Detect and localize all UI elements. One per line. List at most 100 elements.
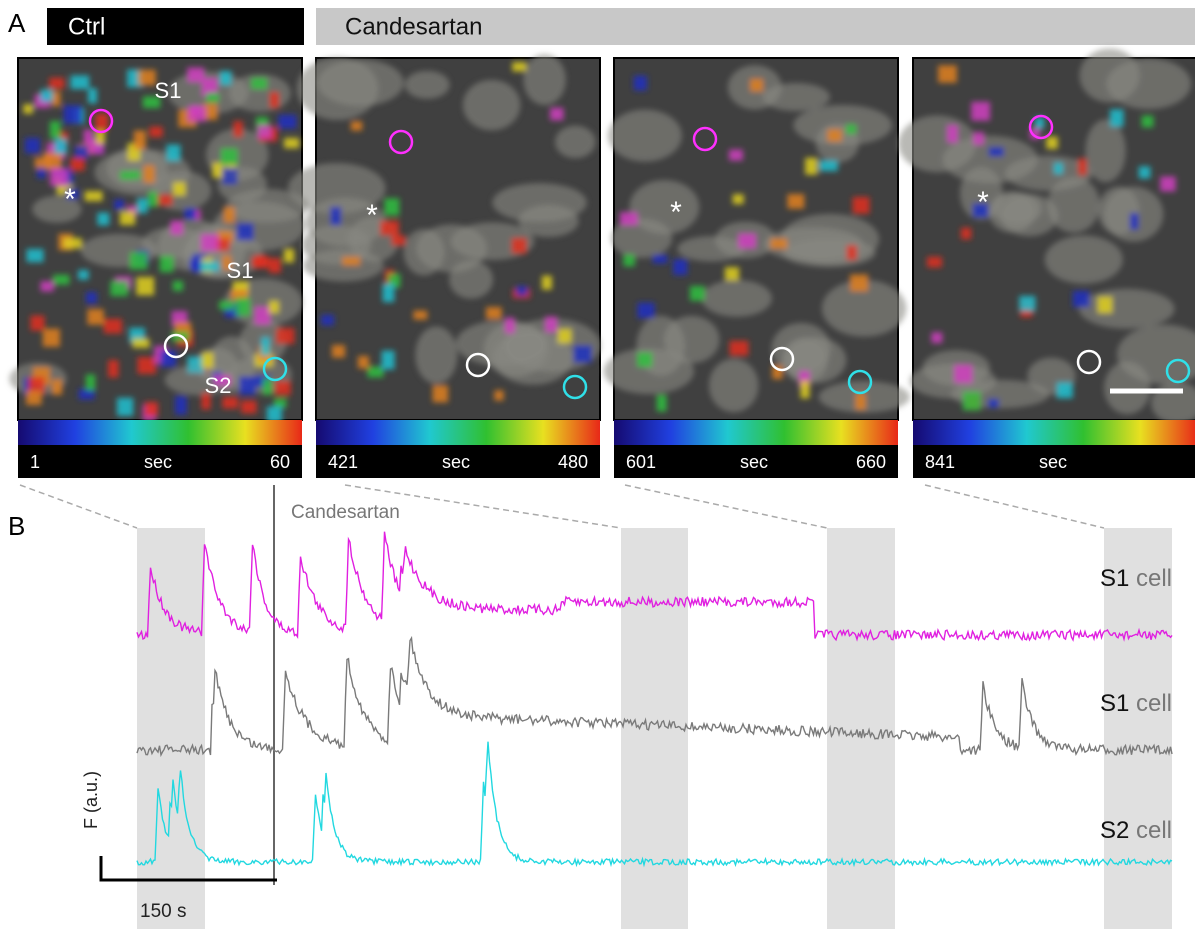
trace-name: S1 [1100, 690, 1129, 717]
cell-flash [78, 388, 95, 400]
cell-flash [544, 316, 558, 333]
tubule [821, 279, 907, 337]
cell-annotation: S1 [227, 258, 254, 283]
tubule [518, 204, 579, 238]
cell-flash [330, 206, 342, 226]
cell-flash [239, 376, 256, 395]
cell-flash [946, 124, 959, 143]
cell-flash [233, 121, 243, 138]
cell-flash [107, 360, 119, 378]
cell-flash [619, 211, 638, 226]
colorbar [316, 420, 600, 445]
cell-flash [241, 400, 257, 414]
cell-flash [70, 157, 85, 171]
zoom-guide [924, 484, 1105, 529]
cell-flash [103, 318, 123, 334]
tubule [462, 79, 521, 131]
cell-flash [268, 300, 280, 314]
cell-flash [689, 285, 706, 301]
cell-flash [137, 356, 157, 374]
cell-flash [972, 203, 989, 218]
cell-flash [787, 194, 805, 209]
trace [136, 741, 1173, 868]
cell-flash [129, 252, 148, 270]
cell-flash [1097, 296, 1113, 314]
tubules [9, 67, 309, 423]
zoom-guide [19, 484, 138, 529]
cell-flash [800, 380, 810, 399]
cell-flash [36, 160, 47, 179]
cell-flash [504, 317, 515, 334]
roi-circle [692, 126, 718, 152]
roi-circle [1076, 349, 1102, 375]
tubule [898, 115, 977, 173]
cell-flash [927, 256, 942, 268]
cell-flash [257, 124, 272, 139]
ctrl-bar [47, 8, 304, 45]
cell-flash [222, 396, 239, 409]
cell-flash [849, 274, 869, 292]
cell-flash [40, 281, 54, 292]
cell-flash [275, 327, 295, 344]
tubule [793, 104, 893, 146]
cell-flash [85, 374, 96, 391]
tubule [305, 197, 386, 247]
cell-flash [187, 105, 206, 122]
roi-circle [847, 369, 873, 395]
cell-flash [728, 149, 743, 161]
cell-flash [172, 182, 186, 197]
cell-flash [749, 78, 764, 92]
cell-flash [25, 390, 42, 406]
tubule [523, 54, 566, 106]
cell-flash [138, 69, 156, 86]
cell-flash [54, 138, 67, 154]
cell-flash [220, 147, 239, 166]
tubule [988, 191, 1036, 233]
cell-flash [158, 194, 173, 206]
cell-flash [54, 132, 69, 144]
cell-flash [973, 132, 985, 146]
cell-flash [772, 365, 783, 380]
tubules [603, 65, 910, 413]
cell-flash [284, 137, 300, 149]
cell-flash [953, 364, 973, 384]
cell-flash [1138, 166, 1151, 179]
tubule [708, 358, 759, 413]
tubule [629, 180, 700, 235]
trace-word: cell [1136, 817, 1172, 844]
tubule [1079, 48, 1140, 103]
cell-flash [131, 170, 141, 180]
tubules [898, 48, 1195, 424]
cell-annotation: S2 [205, 373, 232, 398]
cell-flash [212, 162, 224, 178]
roi-circle [1165, 358, 1191, 384]
cell-flash [26, 248, 44, 263]
cell-flash [110, 280, 129, 297]
cell-flash [266, 406, 282, 423]
cell-flash [1141, 115, 1154, 128]
treatment-label: Candesartan [345, 13, 482, 40]
trace-label: S1 cell [1100, 690, 1172, 717]
cell-flash [357, 355, 370, 369]
cell-flash [206, 92, 220, 103]
tubule [1116, 324, 1195, 385]
cell-flash [432, 385, 449, 403]
cell-flash [846, 245, 858, 261]
asterisk: * [977, 186, 989, 219]
cell-flash [85, 291, 98, 304]
cell-flash [987, 398, 1000, 408]
asterisk: * [670, 196, 682, 229]
y-axis-label: F (a.u.) [81, 771, 101, 829]
cell-flash [1019, 295, 1036, 312]
cell-flash [960, 227, 972, 240]
roi-circle [88, 108, 114, 134]
cell-flash [143, 165, 155, 183]
tubule [226, 188, 309, 223]
cell-flash [147, 191, 158, 208]
cell-flash [172, 280, 184, 292]
cell-flash [24, 137, 41, 154]
cell-flash [159, 255, 174, 273]
cell-flash [1109, 109, 1124, 127]
cell-flash [202, 103, 218, 120]
